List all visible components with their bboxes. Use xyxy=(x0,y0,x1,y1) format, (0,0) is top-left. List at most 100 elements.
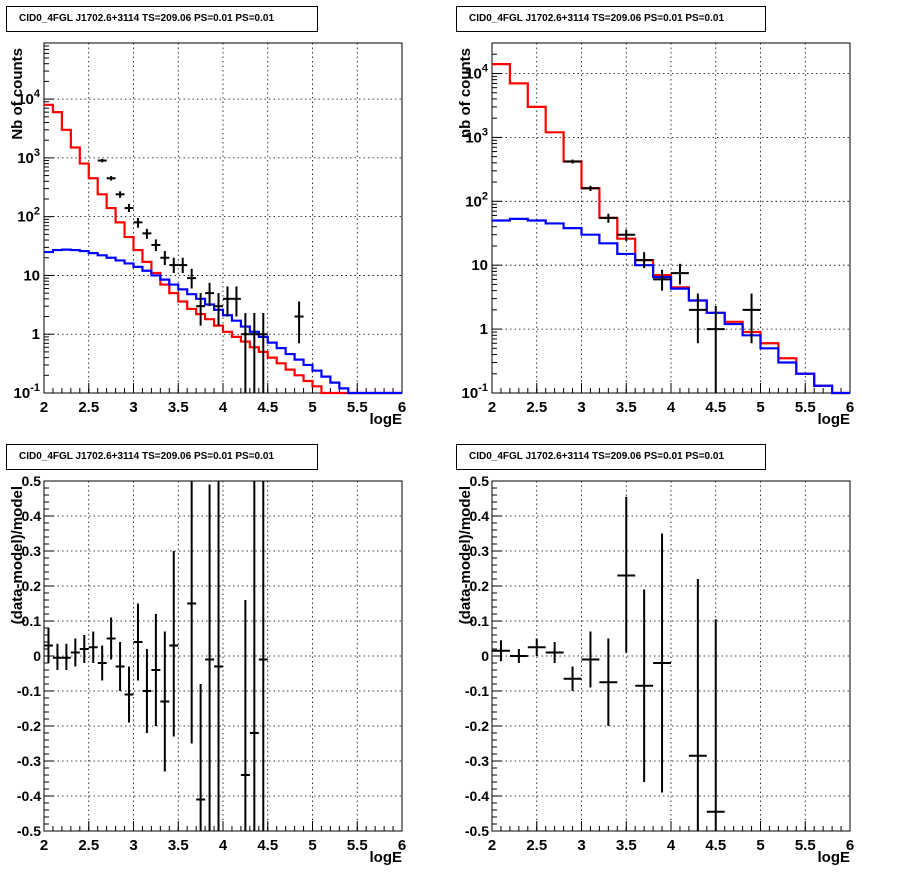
data-point xyxy=(258,481,268,831)
y-tick-label: 10 xyxy=(471,257,488,274)
x-tick-label: 2 xyxy=(488,399,496,416)
data-point xyxy=(240,600,250,831)
data-point xyxy=(214,293,223,326)
y-tick-label: 0.5 xyxy=(22,473,42,489)
x-tick-label: 3.5 xyxy=(616,399,637,416)
data-point xyxy=(617,496,636,653)
data-point xyxy=(205,282,215,307)
data-point xyxy=(599,638,618,726)
x-tick-label: 4 xyxy=(667,837,676,854)
x-tick-label: 3 xyxy=(577,399,585,416)
panel-title: CID0_4FGL J1702.6+3114 TS=209.06 PS=0.01… xyxy=(456,444,766,470)
x-tick-label: 5 xyxy=(756,837,764,854)
data-point xyxy=(97,645,107,681)
panel-title: CID0_4FGL J1702.6+3114 TS=209.06 PS=0.01… xyxy=(456,6,766,32)
y-tick-label: 10-1 xyxy=(462,382,488,402)
data-point xyxy=(653,533,671,793)
y-tick-label: 0.4 xyxy=(470,508,490,524)
y-axis-label: nb of counts xyxy=(457,48,474,138)
data-point xyxy=(617,229,636,241)
y-tick-label: 103 xyxy=(17,147,40,167)
x-tick-label: 6 xyxy=(398,399,406,416)
y-tick-label: -0.5 xyxy=(465,823,489,839)
data-point xyxy=(115,191,125,198)
x-tick-label: 5.5 xyxy=(347,399,368,416)
data-point xyxy=(106,617,116,660)
data-point xyxy=(249,312,259,393)
data-point xyxy=(88,631,98,663)
x-tick-label: 2 xyxy=(488,837,496,854)
y-axis-label: Nb of counts xyxy=(9,48,26,140)
x-tick-label: 3.5 xyxy=(168,837,189,854)
data-point xyxy=(635,589,654,782)
y-tick-label: -0.5 xyxy=(17,823,41,839)
y-tick-label: 103 xyxy=(465,126,488,146)
y-tick-label: 0.5 xyxy=(470,473,490,489)
x-tick-label: 3 xyxy=(129,399,137,416)
x-tick-label: 6 xyxy=(398,837,406,854)
data-point xyxy=(70,638,80,667)
data-point xyxy=(294,301,304,344)
y-tick-label: -0.4 xyxy=(17,788,41,804)
y-tick-label: -0.2 xyxy=(17,718,41,734)
x-tick-label: 5 xyxy=(756,399,764,416)
data-point xyxy=(151,239,161,252)
x-tick-label: 2 xyxy=(40,399,48,416)
x-tick-label: 4.5 xyxy=(705,399,726,416)
data-point xyxy=(160,631,170,772)
y-axis-label: (data-model)/model xyxy=(457,486,474,624)
y-tick-label: 104 xyxy=(17,88,41,108)
data-point xyxy=(142,228,152,239)
data-point xyxy=(563,666,582,691)
data-point xyxy=(169,257,179,274)
y-tick-label: 102 xyxy=(465,190,488,210)
data-point xyxy=(133,603,143,681)
y-tick-label: 104 xyxy=(465,62,489,82)
y-tick-label: -0.1 xyxy=(17,683,41,699)
x-tick-label: 2.5 xyxy=(78,399,99,416)
y-tick-label: 0.1 xyxy=(470,613,490,629)
panel-title: CID0_4FGL J1702.6+3114 TS=209.06 PS=0.01… xyxy=(6,6,318,32)
y-tick-label: 0.3 xyxy=(22,543,42,559)
data-point xyxy=(52,643,62,670)
data-point xyxy=(688,293,707,344)
data-point xyxy=(151,614,161,726)
y-tick-label: 0.1 xyxy=(22,613,42,629)
background-model-step-line xyxy=(44,248,402,395)
data-point xyxy=(653,269,671,291)
data-point xyxy=(187,481,197,744)
x-tick-label: 4 xyxy=(667,399,676,416)
data-point xyxy=(599,213,618,223)
data-point xyxy=(44,628,53,663)
data-point xyxy=(196,684,206,831)
data-point xyxy=(635,252,654,269)
y-tick-label: 0.2 xyxy=(22,578,42,594)
data-point xyxy=(133,217,143,228)
y-tick-label: 102 xyxy=(17,206,40,226)
data-point xyxy=(688,579,707,831)
data-point xyxy=(581,185,600,191)
y-tick-label: 0.2 xyxy=(470,578,490,594)
panel-title: CID0_4FGL J1702.6+3114 TS=209.06 PS=0.01… xyxy=(6,444,318,470)
data-point xyxy=(115,642,125,691)
x-axis-label: logE xyxy=(818,411,851,428)
data-point xyxy=(106,176,116,181)
x-tick-label: 4 xyxy=(219,399,228,416)
data-point xyxy=(671,263,689,285)
data-point xyxy=(581,631,600,688)
y-tick-label: 0.4 xyxy=(22,508,42,524)
data-point xyxy=(142,649,152,733)
data-point xyxy=(97,158,107,163)
data-point xyxy=(258,312,268,393)
x-axis-label: logE xyxy=(370,411,403,428)
data-point xyxy=(527,638,546,656)
y-tick-label: 1 xyxy=(480,321,488,338)
x-tick-label: 4 xyxy=(219,837,228,854)
y-tick-label: 0 xyxy=(33,648,41,664)
x-tick-label: 4.5 xyxy=(257,399,278,416)
x-tick-label: 5.5 xyxy=(795,399,816,416)
x-tick-label: 2.5 xyxy=(78,837,99,854)
x-tick-label: 6 xyxy=(846,837,854,854)
